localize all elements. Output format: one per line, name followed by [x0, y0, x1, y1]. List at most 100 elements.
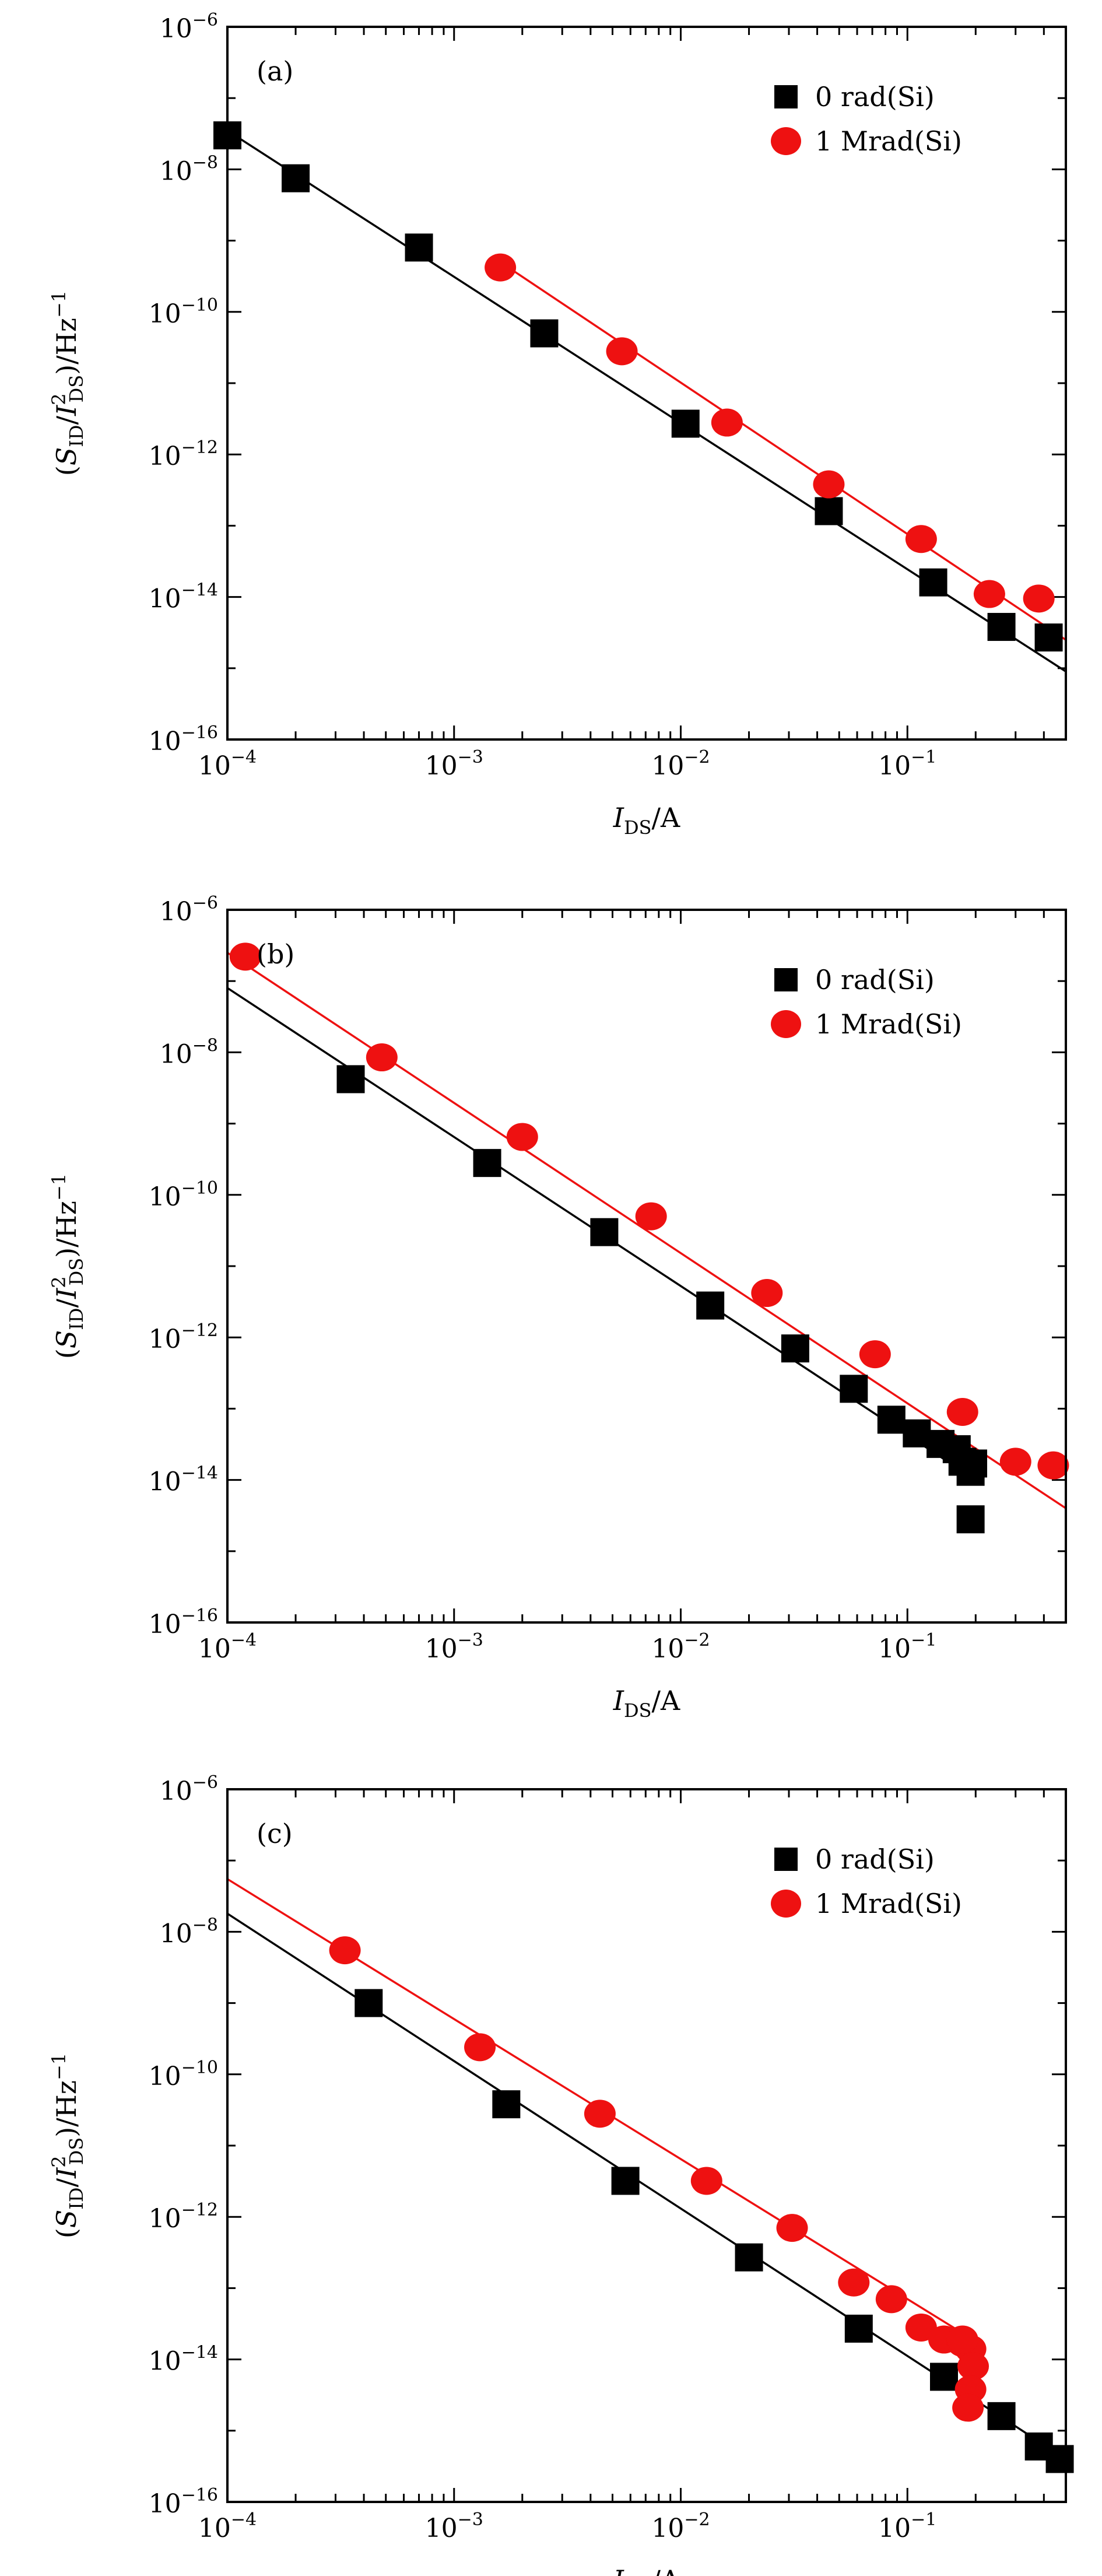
y-tick-label: 10−16 [149, 723, 218, 756]
data-point-irradiated [690, 2167, 722, 2195]
plot-frame [226, 1788, 1067, 2503]
x-axis-title: IDS/A [613, 2564, 680, 2576]
data-point-unirradiated [987, 612, 1016, 641]
legend-label: 1 Mrad(Si) [815, 1008, 962, 1040]
plot-frame [226, 909, 1067, 1624]
data-point-unirradiated [282, 164, 310, 192]
data-point-irradiated [635, 1202, 667, 1231]
y-tick-label: 10−10 [149, 295, 218, 329]
legend-label: 0 rad(Si) [815, 1843, 935, 1875]
data-point-unirradiated [696, 1291, 725, 1320]
y-axis-title: (SID/I2DS)/Hz−1 [48, 290, 87, 476]
x-tick-label: 10−1 [878, 1630, 936, 1664]
x-tick-label: 10−3 [425, 1630, 483, 1664]
data-point-irradiated [946, 2325, 978, 2354]
legend-label: 0 rad(Si) [815, 81, 935, 113]
y-tick-label: 10−16 [149, 2485, 218, 2519]
data-point-irradiated [859, 1340, 891, 1369]
chart-panel-2: 10−4 10−3 10−2 10−1 10−16 10−14 10−12 10−10 10−8… [48, 893, 1069, 1722]
x-tick-label: 10−2 [651, 2510, 710, 2543]
y-tick-label: 10−12 [149, 1320, 218, 1354]
data-point-irradiated [905, 2313, 937, 2342]
y-tick-label: 10−10 [149, 2058, 218, 2091]
y-tick-label: 10−8 [160, 1035, 218, 1069]
y-axis-title: (SID/I2DS)/Hz−1 [48, 1173, 87, 1359]
data-point-irradiated [329, 1936, 361, 1965]
x-tick-label: 10−2 [651, 1630, 710, 1664]
data-point-unirradiated [815, 497, 843, 525]
y-tick-label: 10−12 [149, 2200, 218, 2234]
data-point-irradiated [776, 2214, 808, 2242]
data-point-unirradiated [492, 2090, 521, 2119]
legend-label: 0 rad(Si) [815, 964, 935, 996]
fit-line-irradiated [500, 261, 1066, 641]
data-point-irradiated [751, 1279, 783, 1308]
x-axis-title: IDS/A [613, 802, 680, 839]
data-point-irradiated [973, 580, 1005, 608]
y-tick-label: 10−12 [149, 437, 218, 471]
y-tick-label: 10−6 [160, 1772, 218, 1806]
x-tick-label: 10−3 [425, 747, 483, 781]
y-axis-title: (SID/I2DS)/Hz−1 [48, 2053, 87, 2238]
data-point-unirradiated [590, 1218, 619, 1246]
data-point-unirradiated [781, 1334, 809, 1363]
data-point-irradiated [366, 1043, 398, 1072]
data-point-irradiated [464, 2033, 496, 2062]
data-point-irradiated [584, 2100, 616, 2128]
data-point-irradiated [875, 2285, 907, 2314]
legend-marker-circle [771, 1010, 801, 1038]
data-point-irradiated [952, 2393, 984, 2422]
legend-label: 1 Mrad(Si) [815, 1888, 962, 1919]
legend-marker-square [774, 1848, 798, 1871]
x-tick-label: 10−4 [198, 747, 257, 781]
legend-marker-square [774, 968, 798, 991]
legend-marker-circle [771, 127, 801, 155]
x-tick-label: 10−4 [198, 2510, 257, 2543]
y-tick-label: 10−6 [160, 893, 218, 927]
data-point-irradiated [957, 2352, 989, 2381]
data-point-irradiated [905, 525, 937, 553]
y-tick-label: 10−6 [160, 10, 218, 44]
data-point-unirradiated [877, 1406, 906, 1434]
y-tick-label: 10−10 [149, 1178, 218, 1212]
chart-panel-1: 10−4 10−3 10−2 10−1 10−16 10−14 10−12 10−10 10−8… [48, 10, 1067, 839]
fit-line-irradiated [227, 952, 1066, 1509]
data-point-irradiated [711, 408, 743, 437]
data-point-unirradiated [956, 1505, 985, 1534]
data-point-irradiated [999, 1448, 1031, 1476]
data-point-unirradiated [735, 2243, 763, 2272]
data-point-irradiated [1037, 1451, 1069, 1480]
x-tick-label: 10−3 [425, 2510, 483, 2543]
data-point-unirradiated [473, 1149, 501, 1177]
panel-label: (c) [257, 1818, 293, 1849]
x-tick-label: 10−2 [651, 747, 710, 781]
data-point-irradiated [229, 942, 261, 971]
y-tick-label: 10−8 [160, 1915, 218, 1948]
panel-label: (b) [257, 938, 294, 970]
data-point-irradiated [1023, 584, 1055, 613]
x-tick-label: 10−4 [198, 1630, 257, 1664]
data-point-unirradiated [1045, 2445, 1074, 2473]
y-tick-label: 10−16 [149, 1606, 218, 1639]
data-point-irradiated [838, 2268, 870, 2297]
y-tick-label: 10−14 [149, 1463, 218, 1497]
data-point-unirradiated [987, 2402, 1016, 2430]
data-point-unirradiated [959, 1449, 988, 1478]
data-point-unirradiated [840, 1375, 868, 1403]
y-tick-label: 10−14 [149, 2343, 218, 2377]
data-point-unirradiated [1034, 623, 1063, 652]
plot-frame [226, 26, 1067, 741]
y-tick-label: 10−14 [149, 580, 218, 614]
data-point-unirradiated [530, 319, 559, 348]
x-axis-title: IDS/A [613, 1685, 680, 1722]
data-point-unirradiated [405, 233, 433, 262]
y-tick-label: 10−8 [160, 152, 218, 186]
data-point-irradiated [485, 253, 517, 282]
data-point-unirradiated [903, 1419, 931, 1448]
data-point-unirradiated [355, 1989, 383, 2017]
x-tick-label: 10−1 [878, 747, 936, 781]
legend-label: 1 Mrad(Si) [815, 125, 962, 157]
legend-marker-circle [771, 1890, 801, 1918]
data-point-unirradiated [919, 568, 947, 597]
